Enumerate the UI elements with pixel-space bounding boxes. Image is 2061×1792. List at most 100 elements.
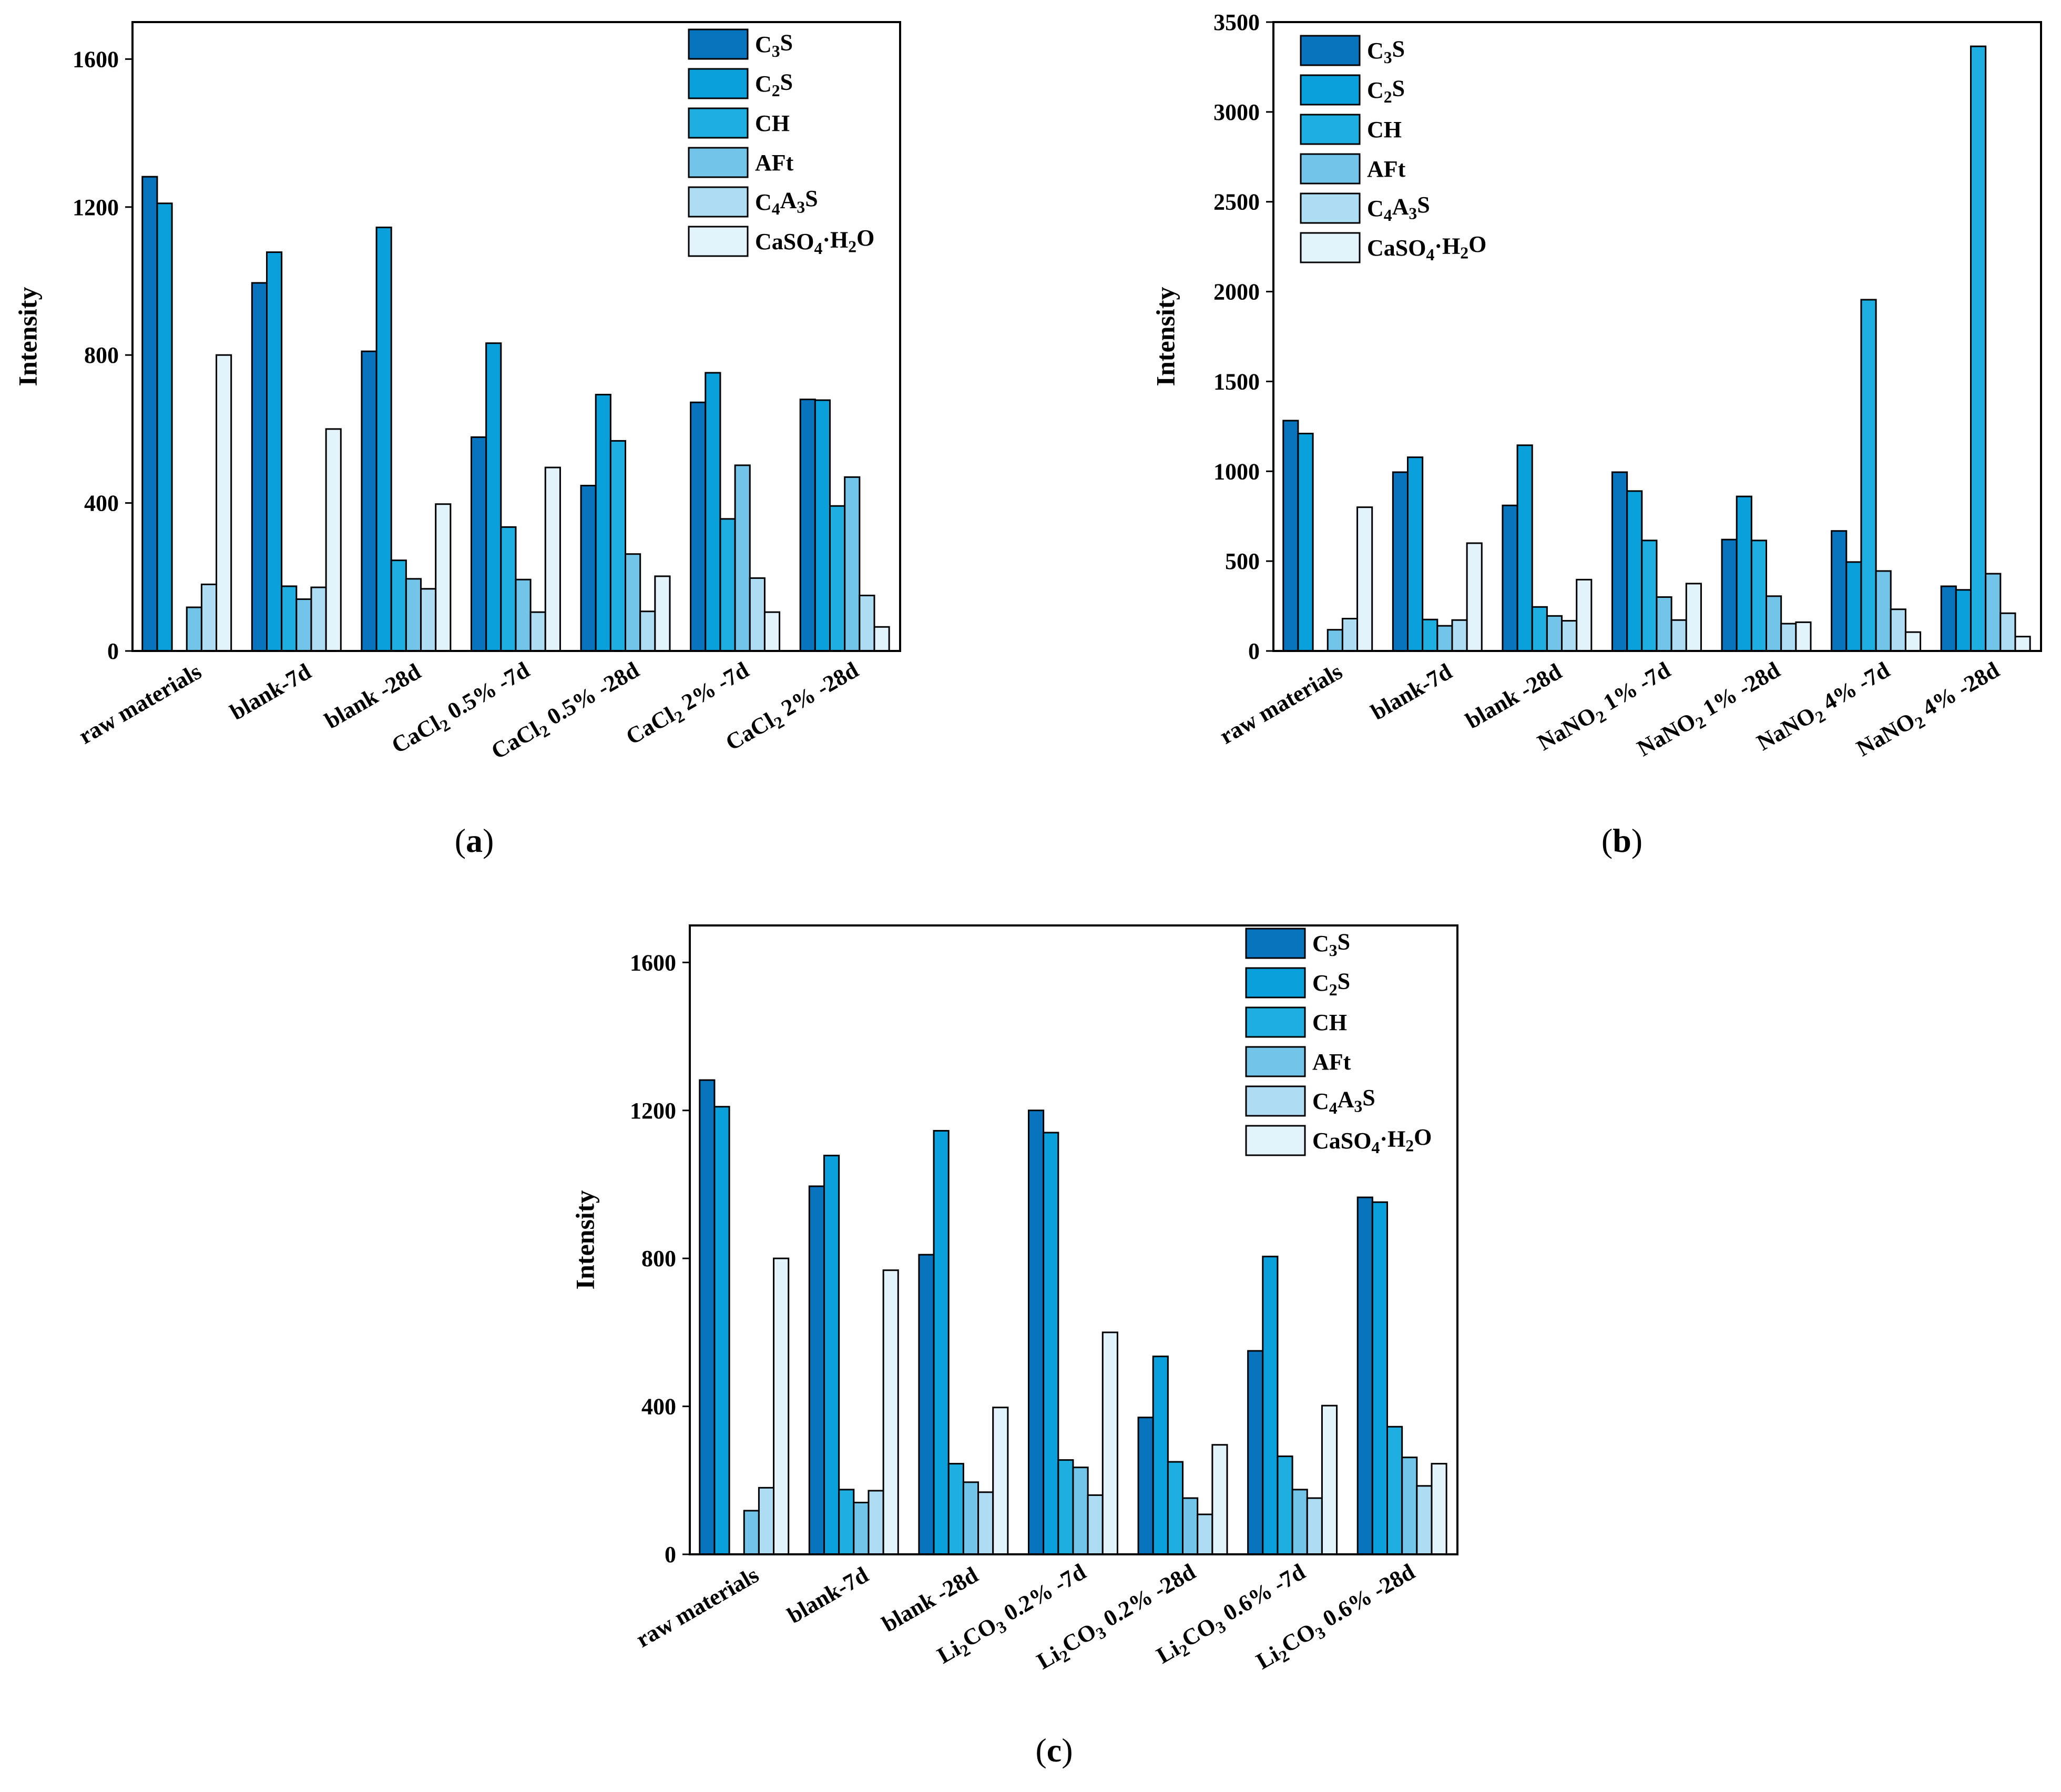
bar-C4A3S-6 xyxy=(1999,612,2016,652)
bar-C3S-3 xyxy=(1027,1109,1045,1555)
bar-CH-1 xyxy=(281,585,298,652)
bar-CH-3 xyxy=(1641,539,1658,652)
bar-CaSO4H2O-6 xyxy=(1431,1463,1447,1555)
bar-CH-4 xyxy=(609,440,627,652)
bar-C3S-4 xyxy=(580,485,597,652)
bar-CH-5 xyxy=(719,518,736,652)
y-tick-label: 1600 xyxy=(630,950,676,975)
bar-C3S-1 xyxy=(1392,471,1409,652)
bar-CaSO4H2O-0 xyxy=(1356,506,1373,652)
chart-panel-b: 0 500 1000 1500 2000 2500 3000 3500 Intensity raw… xyxy=(1151,9,2042,859)
bar-CaSO4H2O-3 xyxy=(544,466,561,652)
bar-C2S-4 xyxy=(1736,495,1752,652)
legend-label: C2S xyxy=(1367,76,1405,106)
bar-C3S-5 xyxy=(690,401,707,652)
bar-C2S-4 xyxy=(595,393,611,652)
bar-C4A3S-1 xyxy=(868,1490,884,1555)
bar-C4A3S-0 xyxy=(1341,617,1359,652)
bar-C3S-4 xyxy=(1721,538,1738,652)
legend-swatch xyxy=(688,147,749,178)
bar-C3S-6 xyxy=(1940,585,1957,652)
bar-C4A3S-5 xyxy=(1890,608,1906,652)
bar-C2S-6 xyxy=(1371,1201,1389,1555)
bar-CaSO4H2O-6 xyxy=(873,626,890,652)
legend-label: AFt xyxy=(1312,1049,1351,1075)
bar-CaSO4H2O-1 xyxy=(1466,542,1483,652)
panel-caption: (a) xyxy=(455,822,494,859)
bar-C2S-1 xyxy=(266,251,283,652)
bar-CH-6 xyxy=(1386,1426,1403,1555)
bar-AFt-2 xyxy=(405,578,422,652)
legend-label: C4A3S xyxy=(1312,1085,1375,1117)
bar-AFt-4 xyxy=(1182,1497,1199,1555)
y-tick-label: 0 xyxy=(1248,638,1260,664)
bar-C4A3S-2 xyxy=(420,588,437,652)
bar-CH-3 xyxy=(1057,1459,1074,1555)
bar-C4A3S-3 xyxy=(529,611,546,652)
legend: C3S C2S CH AFt C4A3S CaSO4·H2O xyxy=(1300,35,1486,264)
bar-CaSO4H2O-0 xyxy=(216,354,232,652)
bar-CaSO4H2O-2 xyxy=(1576,578,1593,652)
legend-swatch xyxy=(688,186,749,218)
plot-frame xyxy=(689,924,1458,1555)
bar-C2S-5 xyxy=(705,372,721,652)
bar-CaSO4H2O-3 xyxy=(1685,583,1702,652)
bar-CaSO4H2O-5 xyxy=(1321,1404,1338,1555)
bar-CaSO4H2O-4 xyxy=(1795,621,1812,652)
bar-C2S-6 xyxy=(1955,589,1972,652)
bar-AFt-6 xyxy=(1985,573,2002,652)
x-category-label: blank-7d xyxy=(226,658,315,725)
bar-CH-4 xyxy=(1750,539,1768,652)
y-tick-label: 800 xyxy=(641,1246,676,1271)
bar-AFt-2 xyxy=(1546,615,1563,652)
legend-swatch xyxy=(1300,192,1361,224)
bar-C3S-1 xyxy=(808,1185,825,1555)
bar-C3S-0 xyxy=(1282,420,1299,652)
bar-CH-5 xyxy=(1277,1455,1293,1555)
bar-CH-1 xyxy=(1422,618,1438,652)
bar-C3S-1 xyxy=(251,282,268,652)
chart-panel-c: 0 400 800 1200 1600 Intensity raw materials bla… xyxy=(570,924,1458,1769)
legend-label: CaSO4·H2O xyxy=(1367,231,1486,264)
bar-AFt-3 xyxy=(1656,596,1672,652)
y-tick-label: 3500 xyxy=(1213,9,1260,35)
bar-CH-6 xyxy=(1970,45,1987,652)
bar-AFt-5 xyxy=(734,464,751,652)
y-tick-label: 1200 xyxy=(73,195,119,220)
bar-C4A3S-6 xyxy=(1416,1485,1433,1555)
legend-label: CaSO4·H2O xyxy=(755,225,874,258)
legend-swatch xyxy=(1300,35,1361,66)
x-category-label: raw materials xyxy=(74,658,206,749)
bar-CaSO4H2O-4 xyxy=(1211,1444,1228,1555)
legend-swatch xyxy=(1245,1085,1306,1117)
legend-swatch xyxy=(1245,967,1306,999)
bar-C4A3S-4 xyxy=(1197,1513,1213,1555)
x-category-label: blank -28d xyxy=(1461,658,1566,734)
x-category-label: raw materials xyxy=(631,1562,763,1653)
legend-label: AFt xyxy=(1367,156,1406,182)
bar-AFt-2 xyxy=(962,1481,980,1555)
bar-CH-2 xyxy=(1531,606,1548,652)
bar-C3S-2 xyxy=(1502,504,1518,652)
bar-C2S-2 xyxy=(375,226,392,652)
bar-C2S-1 xyxy=(823,1155,840,1555)
bar-C3S-3 xyxy=(1611,471,1628,652)
bar-C4A3S-5 xyxy=(749,577,766,652)
bar-C4A3S-1 xyxy=(1451,619,1468,652)
legend-swatch xyxy=(1300,74,1361,106)
bar-CaSO4H2O-4 xyxy=(654,575,671,652)
bar-C4A3S-2 xyxy=(1561,620,1578,652)
legend-swatch xyxy=(688,107,749,139)
bar-C2S-3 xyxy=(485,342,502,652)
bar-C3S-2 xyxy=(918,1254,935,1555)
bar-C4A3S-1 xyxy=(310,586,327,652)
bar-AFt-0 xyxy=(743,1510,760,1555)
bar-C4A3S-5 xyxy=(1306,1497,1323,1555)
bar-CH-2 xyxy=(390,559,407,652)
bar-C3S-4 xyxy=(1137,1417,1154,1555)
legend-label: AFt xyxy=(755,150,794,176)
bar-AFt-6 xyxy=(1401,1457,1418,1555)
bar-AFt-3 xyxy=(1072,1467,1089,1555)
chart-panel-a: 0 400 800 1200 1600 Intensity raw materials bla… xyxy=(13,21,901,859)
